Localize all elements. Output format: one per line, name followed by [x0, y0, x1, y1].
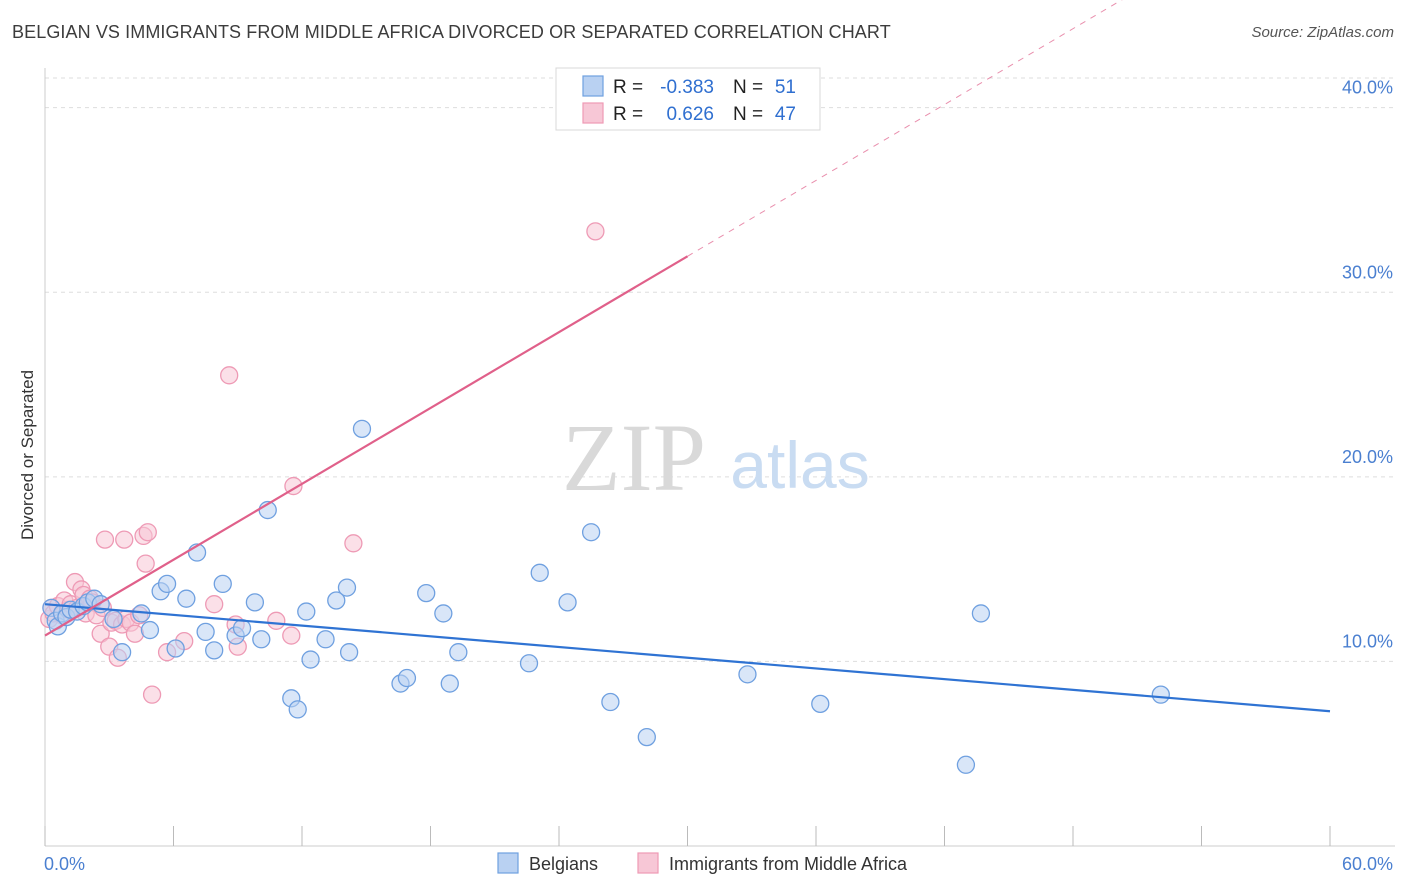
watermark: ZIP atlas	[562, 404, 870, 511]
legend-r-label-1: R =	[613, 77, 643, 98]
belgians-point	[601, 692, 620, 712]
middle-africa-trend-line	[44, 255, 689, 637]
middle-africa-point	[91, 624, 110, 643]
y-tick-label: 10.0%	[1342, 631, 1393, 651]
belgians-point	[637, 727, 656, 747]
belgians-point	[288, 700, 307, 719]
legend-n-value-2: 47	[775, 104, 796, 125]
series-legend: Belgians Immigrants from Middle Africa	[497, 852, 908, 874]
belgians-point	[581, 523, 601, 542]
middle-africa-trend-extension	[687, 0, 1123, 257]
belgians-point	[337, 578, 357, 597]
belgians-point	[811, 694, 830, 714]
belgians-point	[327, 591, 346, 610]
belgians-point	[252, 630, 271, 649]
belgians-point	[339, 643, 359, 662]
x-tick-label-min: 0.0%	[44, 854, 85, 874]
middle-africa-point	[586, 222, 605, 241]
middle-africa-point	[136, 554, 155, 573]
legend-n-label-1: N =	[733, 77, 763, 98]
y-tick-label: 20.0%	[1342, 447, 1393, 467]
belgians-point	[519, 654, 539, 673]
middle-africa-point	[344, 534, 363, 553]
stats-legend: R = -0.383 N = 51 R = 0.626 N = 47	[555, 67, 821, 131]
belgians-point	[297, 602, 316, 621]
middle-africa-point	[220, 366, 239, 385]
belgians-point	[440, 674, 459, 693]
middle-africa-point	[115, 530, 134, 549]
watermark-zip: ZIP	[562, 404, 706, 511]
series-legend-label-belgians: Belgians	[529, 854, 598, 874]
belgians-point	[417, 583, 436, 603]
belgians-point	[558, 593, 577, 612]
series-legend-label-middle-africa: Immigrants from Middle Africa	[669, 854, 908, 874]
belgians-point	[971, 604, 991, 623]
trend-lines	[44, 0, 1331, 713]
data-points	[40, 222, 1170, 774]
gridlines	[45, 77, 1395, 662]
belgians-point	[140, 620, 160, 640]
watermark-atlas: atlas	[730, 428, 869, 502]
belgians-point	[316, 630, 335, 649]
y-axis-title: Divorced or Separated	[18, 370, 37, 540]
belgians-point	[738, 665, 757, 684]
legend-r-label-2: R =	[613, 104, 643, 125]
middle-africa-point	[95, 530, 115, 549]
middle-africa-point	[125, 624, 145, 643]
belgians-point	[530, 563, 549, 582]
legend-n-label-2: N =	[733, 104, 763, 125]
middle-africa-point	[205, 595, 224, 614]
legend-swatch-belgians	[582, 75, 604, 97]
series-legend-swatch-belgians	[497, 852, 519, 874]
x-tick-label-max: 60.0%	[1342, 854, 1393, 874]
belgians-point	[1151, 685, 1170, 704]
middle-africa-point	[138, 523, 157, 542]
belgians-point	[112, 643, 132, 662]
belgians-point	[397, 668, 417, 688]
belgians-point	[301, 650, 320, 669]
belgians-point	[434, 604, 453, 623]
belgians-point	[205, 641, 224, 660]
belgians-point	[213, 574, 232, 594]
belgians-point	[196, 622, 215, 642]
legend-r-value-2: 0.626	[666, 104, 714, 125]
legend-swatch-middle-africa	[582, 102, 604, 124]
belgians-point	[956, 755, 976, 774]
belgians-point	[352, 419, 372, 439]
y-tick-label: 40.0%	[1342, 78, 1393, 98]
axes: 10.0% 20.0% 30.0% 40.0% 0.0% 60.0%	[44, 68, 1395, 874]
belgians-point	[449, 643, 468, 662]
belgians-point	[104, 609, 123, 629]
belgians-trend-line	[44, 603, 1331, 713]
belgians-point	[232, 619, 252, 638]
belgians-point	[157, 574, 177, 594]
belgians-point	[166, 639, 185, 658]
legend-n-value-1: 51	[775, 77, 796, 98]
chart-source: Source: ZipAtlas.com	[1251, 24, 1394, 41]
chart-title: BELGIAN VS IMMIGRANTS FROM MIDDLE AFRICA…	[12, 22, 891, 42]
belgians-point	[177, 589, 196, 608]
series-legend-swatch-middle-africa	[637, 852, 659, 874]
legend-r-value-1: -0.383	[660, 77, 714, 98]
middle-africa-point	[282, 626, 301, 645]
middle-africa-point	[267, 611, 286, 630]
middle-africa-point	[142, 685, 162, 704]
y-tick-label: 30.0%	[1342, 262, 1393, 282]
belgians-point	[245, 593, 265, 612]
